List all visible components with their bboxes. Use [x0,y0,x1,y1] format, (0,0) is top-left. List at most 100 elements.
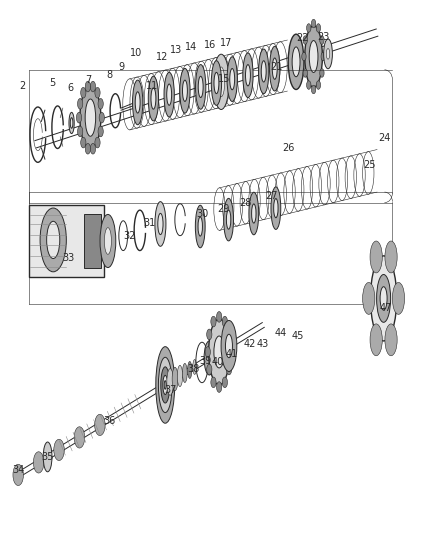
Ellipse shape [69,112,74,134]
Ellipse shape [198,217,202,236]
Ellipse shape [319,69,323,77]
Ellipse shape [370,256,396,341]
Ellipse shape [245,64,250,86]
Ellipse shape [78,126,83,137]
Ellipse shape [155,346,174,423]
Ellipse shape [376,274,390,322]
Ellipse shape [227,346,233,357]
Ellipse shape [80,87,101,149]
Ellipse shape [187,361,191,378]
Ellipse shape [132,80,142,125]
Ellipse shape [198,76,203,98]
Ellipse shape [302,36,307,44]
Ellipse shape [166,84,171,106]
Text: 23: 23 [317,32,329,42]
Ellipse shape [269,46,279,91]
Ellipse shape [148,76,158,121]
Ellipse shape [195,64,205,109]
Ellipse shape [311,19,315,28]
Ellipse shape [229,69,234,90]
Ellipse shape [323,39,332,69]
Ellipse shape [162,375,167,394]
Bar [29,205,103,277]
Ellipse shape [384,324,396,356]
Ellipse shape [226,364,231,375]
Ellipse shape [206,364,212,375]
Ellipse shape [74,427,85,448]
Text: 25: 25 [362,160,374,171]
Ellipse shape [95,138,100,148]
Ellipse shape [223,198,233,241]
Ellipse shape [272,58,276,79]
Ellipse shape [182,80,187,101]
Ellipse shape [270,187,280,229]
Text: 41: 41 [225,349,237,359]
Ellipse shape [78,99,83,109]
Text: 44: 44 [274,328,286,338]
Ellipse shape [192,360,196,374]
Ellipse shape [172,367,177,391]
Ellipse shape [157,213,162,235]
Ellipse shape [226,210,230,229]
Ellipse shape [216,382,221,392]
Ellipse shape [210,377,215,387]
Ellipse shape [320,52,325,61]
Ellipse shape [362,282,374,314]
Ellipse shape [33,452,44,473]
Ellipse shape [95,414,105,435]
Text: 2: 2 [19,81,26,91]
Ellipse shape [177,365,182,386]
Ellipse shape [90,81,95,92]
Text: 16: 16 [203,41,215,50]
Ellipse shape [222,316,227,327]
Text: 26: 26 [282,143,294,154]
Ellipse shape [315,81,320,90]
Ellipse shape [95,87,100,98]
Ellipse shape [43,442,52,472]
Ellipse shape [182,364,187,383]
Ellipse shape [315,23,320,32]
Ellipse shape [217,67,224,96]
Text: 12: 12 [155,52,168,61]
Ellipse shape [81,87,86,98]
Ellipse shape [208,319,229,385]
Ellipse shape [392,282,404,314]
Text: 9: 9 [118,62,124,71]
Text: 22: 22 [296,33,308,43]
Ellipse shape [98,126,103,137]
Ellipse shape [135,92,140,113]
Ellipse shape [104,228,111,254]
Ellipse shape [258,49,268,94]
Text: 5: 5 [49,78,55,88]
Ellipse shape [304,26,321,87]
Text: 21: 21 [269,62,282,72]
Ellipse shape [369,324,381,356]
Text: 13: 13 [169,45,181,54]
Ellipse shape [311,85,315,94]
Text: 37: 37 [164,385,176,395]
Text: 31: 31 [143,218,155,228]
Ellipse shape [222,377,227,387]
Ellipse shape [210,316,215,327]
Ellipse shape [251,204,255,223]
Ellipse shape [85,81,90,92]
Text: 33: 33 [62,253,74,263]
Ellipse shape [151,88,155,109]
Text: 27: 27 [264,191,277,201]
Text: 34: 34 [12,465,24,474]
Ellipse shape [13,464,23,486]
Ellipse shape [204,341,214,375]
Ellipse shape [180,68,190,113]
Text: 6: 6 [67,83,74,93]
Ellipse shape [308,41,317,72]
Ellipse shape [195,205,205,248]
Ellipse shape [213,336,224,368]
Text: 15: 15 [217,75,230,84]
Ellipse shape [319,36,323,44]
Text: 11: 11 [145,81,157,91]
Text: 29: 29 [216,204,229,214]
Ellipse shape [76,112,81,123]
Text: 35: 35 [42,452,54,462]
Ellipse shape [248,192,258,235]
Text: 39: 39 [199,356,211,366]
